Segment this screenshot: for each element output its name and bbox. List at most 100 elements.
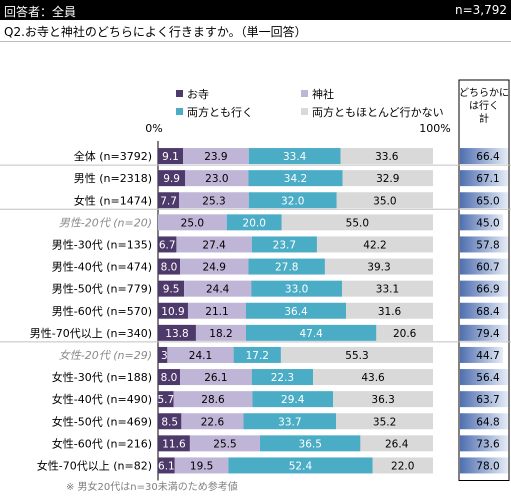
bar-segment (158, 457, 175, 474)
bar-data-label: 35.2 (373, 416, 396, 428)
category-label: 男性-50代 (n=779) (52, 282, 152, 296)
summary-bar (460, 258, 508, 275)
bar-data-label: 8.0 (161, 262, 178, 274)
bar-segment (180, 369, 252, 386)
bar-data-label: 28.6 (201, 394, 225, 406)
category-label: 男性-20代 (n=20) (59, 216, 152, 229)
bar-data-label: 25.0 (181, 217, 204, 229)
legend-label: 神社 (312, 87, 334, 101)
summary-data-label: 66.4 (476, 151, 500, 163)
summary-data-label: 79.4 (476, 328, 500, 340)
summary-data-label: 65.0 (476, 195, 499, 207)
category-label: 女性-60代 (n=216) (52, 436, 152, 450)
bar-data-label: 29.4 (281, 394, 305, 406)
summary-data-label: 64.8 (476, 416, 499, 428)
bar-data-label: 42.2 (363, 239, 386, 251)
bar-data-label: 22.0 (391, 460, 414, 472)
bar-segment (376, 324, 433, 341)
bar-segment (360, 435, 433, 452)
bar-segment (158, 346, 168, 363)
bar-data-label: 11.6 (162, 438, 186, 450)
bar-data-label: 33.7 (278, 416, 301, 428)
bar-segment (248, 192, 337, 209)
bar-data-label: 35.0 (373, 195, 396, 207)
bar-data-label: 6.7 (159, 239, 176, 251)
bar-segment (246, 324, 377, 341)
legend-swatch (176, 108, 183, 115)
bar-data-label: 33.0 (285, 284, 308, 296)
bar-segment (248, 148, 341, 165)
summary-data-label: 60.7 (476, 262, 499, 274)
sample-size-label: n=3,792 (454, 3, 507, 17)
bar-segment (174, 457, 229, 474)
footnote: ※ 男女20代はn=30未満のため参考値 (66, 482, 238, 493)
summary-data-label: 66.9 (476, 284, 499, 296)
category-label: 女性-50代 (n=469) (52, 414, 152, 428)
bar-data-label: 6.1 (158, 460, 175, 472)
summary-column-header: どちらかに (459, 87, 509, 99)
category-label: 男性-30代 (n=135) (52, 237, 152, 251)
bar-data-label: 25.3 (202, 195, 225, 207)
bar-data-label: 55.3 (345, 350, 368, 362)
bar-data-label: 24.4 (206, 284, 230, 296)
summary-bar (460, 369, 508, 386)
bar-segment (336, 192, 433, 209)
axis-label-start: 0% (145, 122, 162, 135)
bar-segment (158, 170, 186, 187)
legend-label: お寺 (187, 88, 209, 101)
bar-data-label: 9.9 (163, 173, 180, 185)
summary-column-header: は行く (469, 99, 499, 112)
bar-segment (251, 369, 314, 386)
category-label: 男性-60代 (n=570) (52, 304, 152, 318)
summary-bar (460, 280, 508, 297)
summary-bar (460, 435, 508, 452)
bar-segment (248, 170, 343, 187)
bar-data-label: 33.4 (283, 151, 307, 163)
summary-bar (460, 457, 508, 474)
respondent-header: 回答者：全員 n=3,792 (0, 0, 511, 20)
bar-segment (176, 236, 252, 253)
bar-data-label: 9.5 (163, 284, 180, 296)
bar-data-label: 27.8 (275, 262, 298, 274)
bar-segment (158, 236, 177, 253)
bar-data-label: 55.0 (346, 217, 369, 229)
bar-data-label: 20.6 (393, 328, 417, 340)
summary-data-label: 73.6 (476, 438, 500, 450)
bar-data-label: 25.5 (213, 438, 236, 450)
bar-data-label: 23.7 (273, 239, 296, 251)
bar-segment (281, 214, 433, 231)
bar-data-label: 20.0 (243, 217, 266, 229)
summary-bar (460, 346, 503, 363)
legend-swatch (176, 90, 183, 97)
bar-data-label: 26.1 (204, 372, 227, 384)
bar-segment (158, 391, 174, 408)
bar-data-label: 31.6 (378, 306, 402, 318)
summary-data-label: 44.7 (476, 350, 499, 362)
bar-segment (233, 346, 281, 363)
bar-segment (342, 170, 433, 187)
bar-data-label: 47.4 (299, 328, 323, 340)
summary-data-label: 56.4 (476, 372, 500, 384)
bar-data-label: 52.4 (289, 460, 313, 472)
bar-data-label: 24.9 (203, 262, 226, 274)
bar-data-label: 13.8 (165, 328, 188, 340)
axis-label-end: 100% (419, 122, 450, 135)
bar-segment (181, 413, 244, 430)
bar-segment (251, 280, 342, 297)
bar-segment (158, 302, 188, 319)
bar-segment (158, 214, 227, 231)
bar-segment (158, 148, 184, 165)
bar-data-label: 18.2 (209, 328, 232, 340)
summary-bar (460, 391, 508, 408)
bar-data-label: 43.6 (361, 372, 385, 384)
summary-bar (460, 413, 508, 430)
summary-bar (460, 324, 508, 341)
bar-data-label: 23.0 (205, 173, 228, 185)
bar-data-label: 36.5 (299, 438, 322, 450)
bar-segment (158, 192, 180, 209)
summary-data-label: 67.1 (476, 173, 499, 185)
bar-data-label: 33.1 (376, 284, 399, 296)
bar-data-label: 5.7 (157, 394, 174, 406)
bar-data-label: 9.1 (162, 151, 179, 163)
question-text: Q2.お寺と神社のどちらによく行きますか。（単一回答） (4, 25, 307, 39)
